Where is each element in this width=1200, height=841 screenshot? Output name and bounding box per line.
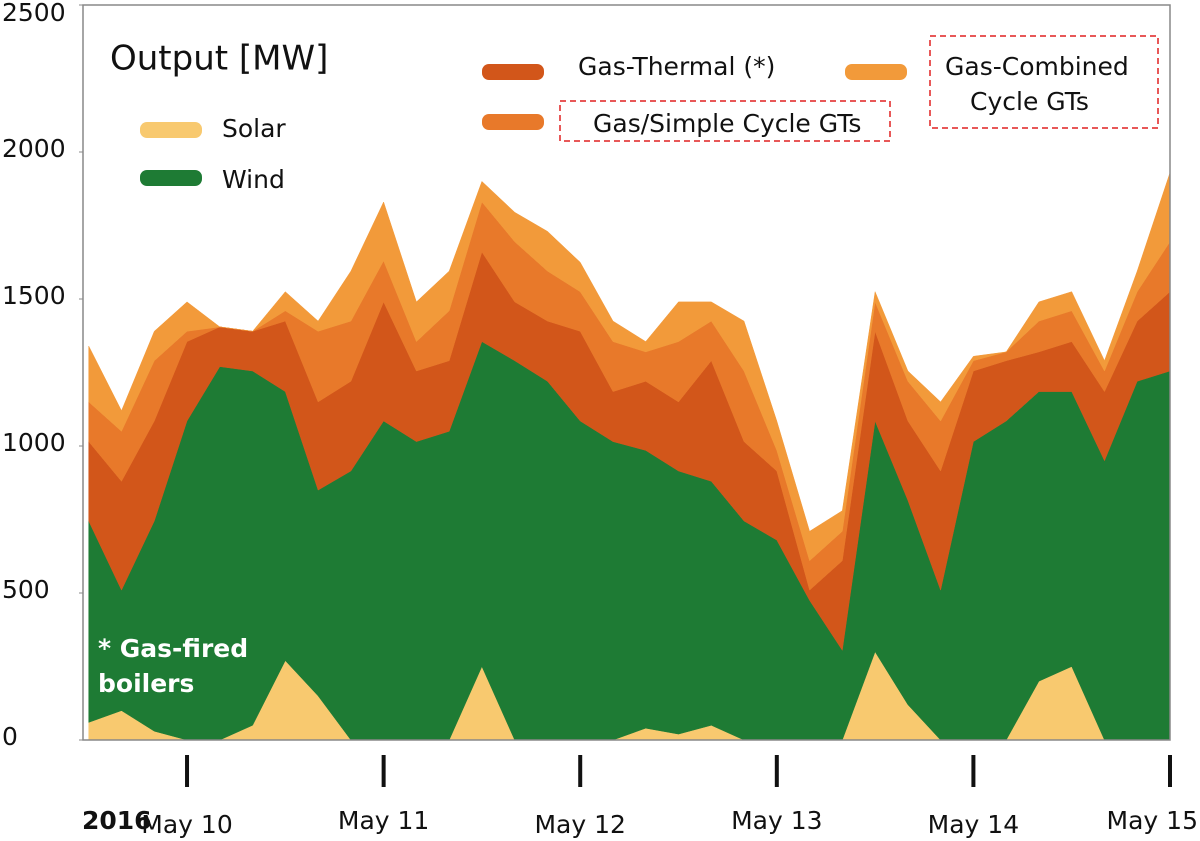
legend-label: Gas-Thermal (*)	[578, 52, 775, 81]
year-label: 2016	[82, 806, 152, 835]
annotation: * Gas-fired boilers	[98, 634, 257, 698]
y-tick-label: 2000	[2, 134, 66, 163]
y-tick-label: 1500	[2, 281, 66, 310]
legend-label: Gas-Combined Cycle GTs	[945, 52, 1137, 116]
y-tick-label: 0	[2, 722, 18, 751]
x-tick-label: May 12	[534, 810, 625, 839]
highlight-box	[559, 100, 891, 142]
legend-label: Wind	[222, 165, 285, 194]
legend-swatch	[140, 170, 202, 186]
y-tick-label: 500	[2, 575, 50, 604]
x-tick-label: May 15	[1107, 806, 1198, 835]
legend-label: Solar	[222, 114, 286, 143]
legend-swatch	[482, 64, 544, 80]
legend-swatch	[845, 64, 907, 80]
legend-label: Gas/Simple Cycle GTs	[593, 109, 861, 138]
plot-frame	[82, 4, 1171, 741]
legend-swatch	[482, 114, 544, 130]
y-tick-label: 1000	[2, 428, 66, 457]
chart-title: Output [MW]	[110, 39, 328, 79]
x-tick-label: May 11	[338, 806, 429, 835]
legend-swatch	[140, 122, 202, 138]
x-tick-label: May 10	[141, 810, 232, 839]
x-tick-label: May 13	[731, 806, 822, 835]
x-tick-label: May 14	[928, 810, 1019, 839]
highlight-box	[929, 35, 1159, 129]
y-tick-label: 2500	[2, 0, 66, 27]
